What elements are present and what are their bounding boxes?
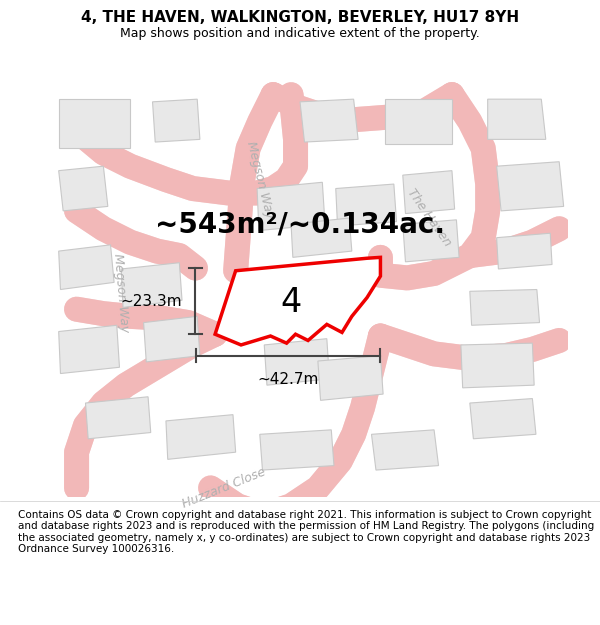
Text: ~543m²/~0.134ac.: ~543m²/~0.134ac. (155, 210, 445, 238)
Polygon shape (257, 182, 325, 231)
Text: Huzzard Close: Huzzard Close (181, 465, 268, 511)
Polygon shape (461, 343, 534, 388)
Text: Map shows position and indicative extent of the property.: Map shows position and indicative extent… (120, 27, 480, 40)
Polygon shape (403, 171, 455, 214)
Polygon shape (488, 99, 546, 139)
Polygon shape (318, 356, 383, 401)
Polygon shape (59, 325, 119, 374)
Polygon shape (260, 430, 334, 470)
Text: 4, THE HAVEN, WALKINGTON, BEVERLEY, HU17 8YH: 4, THE HAVEN, WALKINGTON, BEVERLEY, HU17… (81, 10, 519, 25)
Polygon shape (143, 316, 200, 362)
Polygon shape (215, 258, 380, 345)
Polygon shape (291, 218, 352, 258)
Polygon shape (264, 339, 329, 385)
Text: ~42.7m: ~42.7m (257, 372, 319, 387)
Polygon shape (121, 262, 182, 308)
Text: Contains OS data © Crown copyright and database right 2021. This information is : Contains OS data © Crown copyright and d… (18, 510, 594, 554)
Text: ~23.3m: ~23.3m (121, 294, 182, 309)
Polygon shape (85, 397, 151, 439)
Polygon shape (385, 99, 452, 144)
Polygon shape (152, 99, 200, 142)
Polygon shape (59, 99, 130, 148)
Text: 4: 4 (280, 286, 302, 319)
Polygon shape (403, 220, 459, 262)
Polygon shape (336, 184, 397, 226)
Text: Megson Way: Megson Way (112, 253, 131, 333)
Polygon shape (371, 430, 439, 470)
Polygon shape (470, 289, 539, 325)
Polygon shape (59, 245, 114, 289)
Polygon shape (497, 162, 563, 211)
Text: The Haven: The Haven (405, 187, 454, 249)
Text: Megson Way: Megson Way (244, 139, 275, 219)
Polygon shape (166, 414, 236, 459)
Polygon shape (470, 399, 536, 439)
Polygon shape (300, 99, 358, 142)
Polygon shape (497, 233, 552, 269)
Polygon shape (59, 166, 108, 211)
